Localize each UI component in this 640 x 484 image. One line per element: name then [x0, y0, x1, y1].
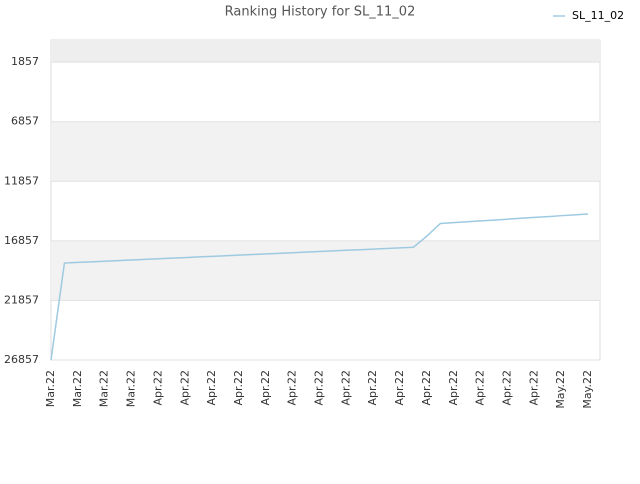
x-tick-label: Apr.22 — [447, 370, 460, 406]
y-tick-label: 16857 — [4, 234, 39, 247]
y-tick-label: 1857 — [11, 55, 39, 68]
y-tick-label: 11857 — [4, 174, 39, 187]
x-tick-label: May.22 — [554, 370, 567, 409]
x-tick-label: Apr.22 — [259, 370, 272, 406]
chart-title: Ranking History for SL_11_02 — [225, 5, 416, 20]
y-tick-label: 26857 — [4, 353, 39, 366]
x-tick-label: Apr.22 — [205, 370, 218, 406]
x-tick-label: Apr.22 — [313, 370, 326, 406]
line — [50, 213, 589, 361]
legend-label: SL_11_02 — [572, 9, 624, 22]
x-tick-label: Apr.22 — [286, 370, 299, 406]
x-tick-label: Apr.22 — [420, 370, 433, 406]
x-tick-label: Apr.22 — [474, 370, 487, 406]
x-tick-label: May.22 — [581, 370, 594, 409]
x-tick-label: Mar.22 — [44, 370, 57, 407]
x-tick-label: Apr.22 — [151, 370, 164, 406]
plot-area — [50, 39, 601, 361]
band — [51, 240, 600, 301]
x-tick-label: Mar.22 — [71, 370, 84, 407]
x-tick-label: Apr.22 — [232, 370, 245, 406]
x-tick-label: Apr.22 — [527, 370, 540, 406]
x-tick-label: Apr.22 — [339, 370, 352, 406]
band — [51, 121, 600, 182]
band — [51, 40, 600, 63]
y-tick-label: 6857 — [11, 115, 39, 128]
x-tick-label: Apr.22 — [393, 370, 406, 406]
y-tick-label: 21857 — [4, 293, 39, 306]
x-tick-label: Mar.22 — [125, 370, 138, 407]
x-tick-label: Apr.22 — [178, 370, 191, 406]
x-tick-label: Mar.22 — [98, 370, 111, 407]
x-tick-label: Apr.22 — [500, 370, 513, 406]
x-tick-label: Apr.22 — [366, 370, 379, 406]
